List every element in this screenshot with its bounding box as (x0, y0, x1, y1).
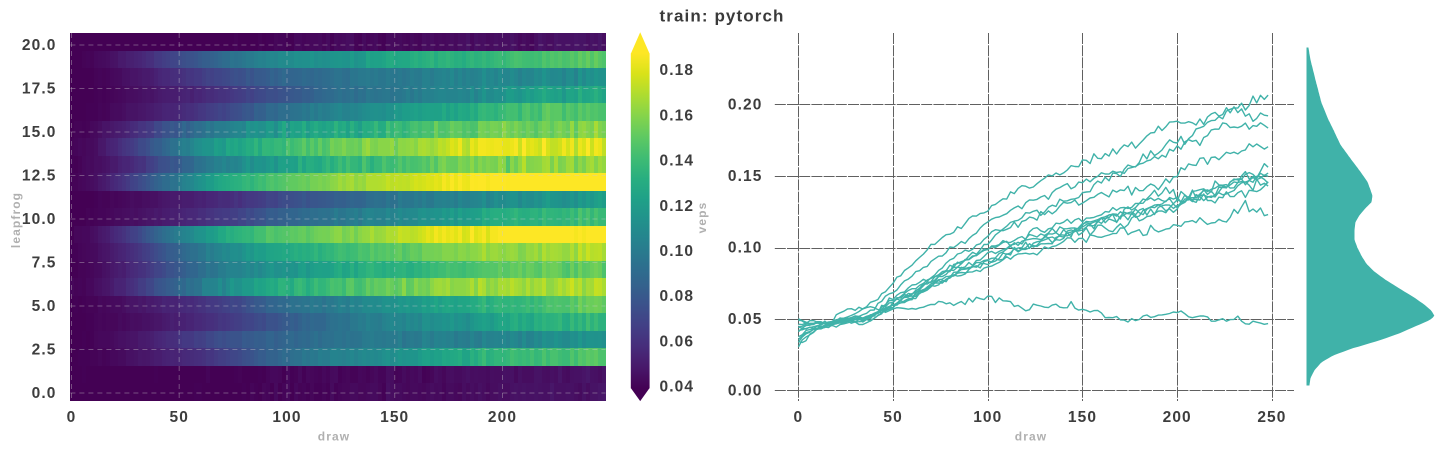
svg-text:0.20: 0.20 (728, 97, 763, 114)
svg-text:0.10: 0.10 (660, 243, 695, 260)
svg-text:0.15: 0.15 (728, 168, 763, 185)
svg-text:0.10: 0.10 (728, 240, 763, 257)
svg-text:0.06: 0.06 (660, 333, 695, 350)
svg-text:15.0: 15.0 (22, 124, 57, 141)
svg-text:0.18: 0.18 (660, 62, 695, 79)
svg-text:50: 50 (169, 409, 188, 426)
svg-text:0.0: 0.0 (32, 385, 57, 402)
svg-text:200: 200 (488, 409, 517, 426)
svg-text:0.16: 0.16 (660, 107, 695, 124)
svg-text:7.5: 7.5 (32, 255, 57, 272)
svg-text:2.5: 2.5 (32, 342, 57, 359)
svg-text:0.08: 0.08 (660, 288, 695, 305)
svg-text:17.5: 17.5 (22, 81, 57, 98)
svg-text:0.12: 0.12 (660, 198, 695, 215)
svg-text:250: 250 (1257, 409, 1286, 426)
svg-text:10.0: 10.0 (22, 211, 57, 228)
svg-text:veps: veps (695, 202, 709, 234)
svg-text:0.05: 0.05 (728, 311, 763, 328)
svg-text:0.00: 0.00 (728, 383, 763, 400)
svg-text:0.04: 0.04 (660, 379, 695, 396)
svg-text:150: 150 (380, 409, 409, 426)
svg-text:12.5: 12.5 (22, 168, 57, 185)
svg-text:draw: draw (1015, 430, 1047, 444)
svg-text:draw: draw (318, 430, 350, 444)
svg-text:0.14: 0.14 (660, 153, 695, 170)
svg-text:200: 200 (1163, 409, 1192, 426)
svg-text:train: pytorch: train: pytorch (660, 7, 785, 26)
svg-text:5.0: 5.0 (32, 298, 57, 315)
svg-text:150: 150 (1068, 409, 1097, 426)
svg-text:20.0: 20.0 (22, 37, 57, 54)
svg-text:leapfrog: leapfrog (9, 192, 23, 248)
svg-text:0: 0 (67, 409, 77, 426)
svg-text:50: 50 (883, 409, 902, 426)
svg-text:100: 100 (272, 409, 301, 426)
svg-text:100: 100 (973, 409, 1002, 426)
svg-text:0: 0 (794, 409, 804, 426)
